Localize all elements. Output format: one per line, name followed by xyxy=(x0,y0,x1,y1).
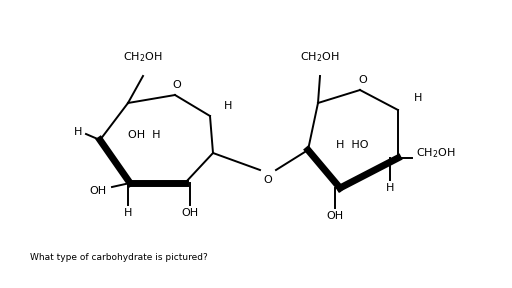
Text: O: O xyxy=(173,80,181,90)
Text: O: O xyxy=(358,75,368,85)
Text: H: H xyxy=(414,93,422,103)
Text: CH$_2$OH: CH$_2$OH xyxy=(123,50,163,64)
Text: OH  H: OH H xyxy=(128,130,160,140)
Text: H  HO: H HO xyxy=(336,140,369,150)
Text: H: H xyxy=(74,127,82,137)
Text: H: H xyxy=(124,208,132,218)
Text: H: H xyxy=(224,101,232,111)
Text: OH: OH xyxy=(90,186,106,196)
Text: CH$_2$OH: CH$_2$OH xyxy=(416,146,456,160)
Text: CH$_2$OH: CH$_2$OH xyxy=(300,50,340,64)
Text: OH: OH xyxy=(181,208,199,218)
Text: OH: OH xyxy=(327,211,344,221)
Text: What type of carbohydrate is pictured?: What type of carbohydrate is pictured? xyxy=(30,253,208,262)
Text: O: O xyxy=(264,175,272,185)
Text: H: H xyxy=(386,183,394,193)
